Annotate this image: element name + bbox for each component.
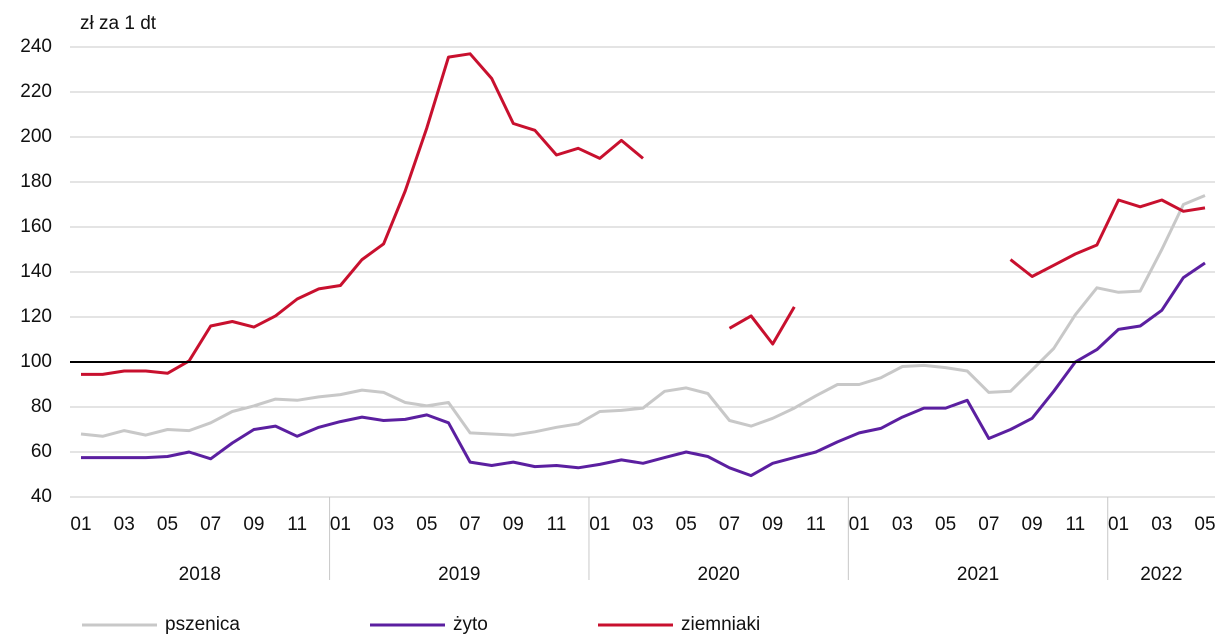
x-tick-label: 07 bbox=[978, 514, 999, 535]
x-tick-label: 03 bbox=[632, 514, 653, 535]
x-tick-label: 11 bbox=[806, 514, 826, 535]
y-tick-label: 140 bbox=[20, 261, 52, 282]
x-tick-label: 05 bbox=[157, 514, 178, 535]
x-tick-label: 07 bbox=[200, 514, 221, 535]
year-label: 2021 bbox=[957, 564, 999, 585]
year-label: 2019 bbox=[438, 564, 480, 585]
series-line bbox=[81, 52, 1206, 376]
y-tick-label: 80 bbox=[31, 396, 52, 417]
y-tick-label: 120 bbox=[20, 306, 52, 327]
x-tick-label: 11 bbox=[547, 514, 567, 535]
legend-label: pszenica bbox=[165, 614, 240, 635]
x-tick-label: 01 bbox=[589, 514, 610, 535]
x-tick-label: 09 bbox=[243, 514, 264, 535]
x-tick-label: 05 bbox=[1194, 514, 1215, 535]
x-tick-label: 09 bbox=[1022, 514, 1043, 535]
x-tick-label: 01 bbox=[1108, 514, 1129, 535]
x-tick-label: 01 bbox=[70, 514, 91, 535]
year-label: 2022 bbox=[1140, 564, 1182, 585]
x-tick-label: 03 bbox=[114, 514, 135, 535]
x-tick-label: 09 bbox=[503, 514, 524, 535]
y-tick-label: 240 bbox=[20, 36, 52, 57]
y-axis-label: zł za 1 dt bbox=[80, 13, 157, 34]
x-tick-label: 07 bbox=[719, 514, 740, 535]
series-line bbox=[81, 261, 1206, 478]
x-tick-label: 07 bbox=[460, 514, 481, 535]
y-tick-label: 180 bbox=[20, 171, 52, 192]
x-tick-label: 03 bbox=[1151, 514, 1172, 535]
x-tick-label: 05 bbox=[676, 514, 697, 535]
series-line bbox=[80, 194, 1206, 438]
y-tick-label: 40 bbox=[31, 486, 52, 507]
x-tick-label: 01 bbox=[330, 514, 351, 535]
y-tick-label: 60 bbox=[31, 441, 52, 462]
x-tick-label: 03 bbox=[373, 514, 394, 535]
x-tick-label: 11 bbox=[287, 514, 307, 535]
legend-label: żyto bbox=[453, 614, 488, 635]
x-tick-label: 03 bbox=[892, 514, 913, 535]
year-label: 2018 bbox=[179, 564, 221, 585]
year-label: 2020 bbox=[698, 564, 740, 585]
y-tick-label: 220 bbox=[20, 81, 52, 102]
x-tick-label: 11 bbox=[1065, 514, 1085, 535]
y-tick-label: 200 bbox=[20, 126, 52, 147]
legend-label: ziemniaki bbox=[681, 614, 760, 635]
x-tick-label: 09 bbox=[762, 514, 783, 535]
y-tick-label: 160 bbox=[20, 216, 52, 237]
y-tick-label: 100 bbox=[20, 351, 52, 372]
x-tick-label: 05 bbox=[935, 514, 956, 535]
x-tick-label: 05 bbox=[416, 514, 437, 535]
x-tick-label: 01 bbox=[849, 514, 870, 535]
